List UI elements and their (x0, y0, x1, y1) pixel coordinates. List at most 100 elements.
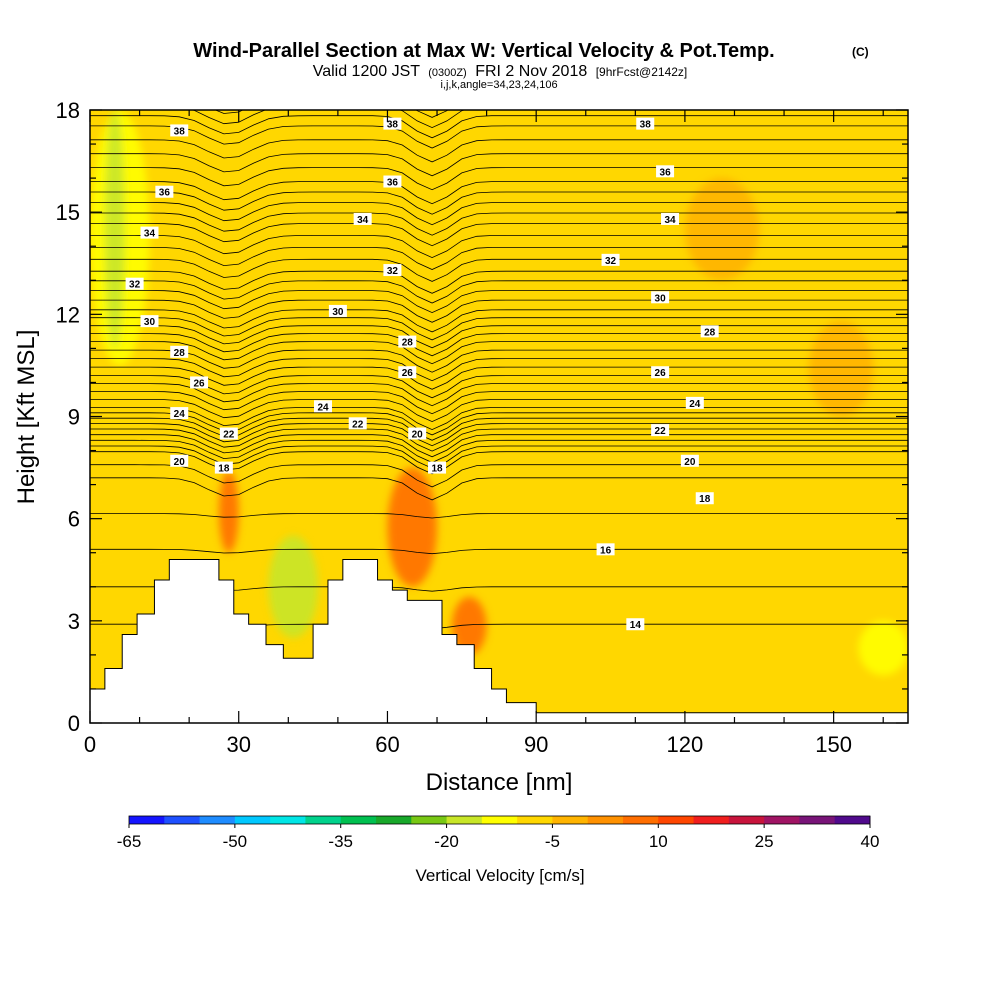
y-tick-label-5: 15 (56, 200, 80, 225)
velocity-region-2 (218, 470, 239, 553)
colorbar: -65 -50 -35 -20 -5 10 25 40 (117, 815, 879, 851)
x-tick-label-1: 30 (226, 732, 250, 757)
contour-line-14 (90, 407, 908, 431)
contour-label-33: 16 (596, 543, 615, 556)
contour-line-2 (90, 548, 908, 555)
contour-line-23 (90, 333, 908, 357)
contour-line-9 (90, 434, 908, 458)
contour-label-text-17: 28 (704, 327, 716, 338)
contour-line-37 (90, 191, 908, 215)
colorbar-tick-label-5: 10 (649, 832, 668, 851)
contour-label-text-26: 22 (655, 426, 667, 437)
contour-label-text-23: 24 (689, 399, 701, 410)
contour-label-text-5: 36 (660, 167, 672, 178)
chart-subtitle: Valid 1200 JST (0300Z) FRI 2 Nov 2018 [9… (313, 63, 688, 80)
contour-label-31: 18 (428, 461, 447, 475)
contour-label-text-12: 30 (144, 317, 156, 328)
contour-line-24 (90, 325, 908, 349)
contour-line-33 (90, 235, 908, 259)
contour-label-text-7: 34 (357, 215, 369, 226)
subtitle-utc: (0300Z) (428, 67, 467, 79)
contour-label-1: 38 (383, 117, 402, 131)
contour-label-text-27: 20 (174, 457, 186, 468)
contour-label-text-32: 18 (699, 494, 711, 505)
contour-label-28: 20 (408, 427, 427, 441)
contour-label-24: 22 (219, 427, 238, 441)
colorbar-swatch-12 (552, 816, 589, 824)
contour-label-text-9: 32 (129, 280, 141, 291)
contour-label-27: 20 (170, 454, 189, 468)
contour-line-29 (90, 280, 908, 304)
x-tick-label-4: 120 (667, 732, 704, 757)
velocity-region-6 (684, 178, 760, 281)
contour-line-19 (90, 366, 908, 390)
y-tick-label-6: 18 (56, 98, 80, 123)
colorbar-swatch-17 (728, 816, 765, 824)
colorbar-swatch-18 (764, 816, 800, 824)
contour-line-39 (90, 167, 908, 191)
contour-label-4: 36 (383, 175, 402, 189)
contour-label-text-3: 36 (159, 188, 171, 199)
colorbar-tick-label-1: -50 (223, 832, 248, 851)
contour-label-text-28: 20 (412, 430, 424, 441)
colorbar-tick-label-0: -65 (117, 832, 142, 851)
x-axis: 0 30 60 90 120 150 (84, 110, 884, 757)
contour-label-7: 34 (353, 212, 372, 226)
chart-title-mark: (C) (852, 45, 869, 59)
x-tick-label-2: 60 (375, 732, 399, 757)
contour-label-3: 36 (155, 185, 174, 199)
contour-label-9: 32 (125, 277, 144, 291)
contour-line-30 (90, 270, 908, 294)
contour-line-36 (90, 202, 908, 226)
contour-label-text-11: 32 (605, 256, 617, 267)
contour-line-38 (90, 181, 908, 205)
velocity-region-4 (387, 467, 438, 587)
contour-label-text-31: 18 (431, 464, 443, 475)
potential-temperature-contours (90, 110, 908, 630)
x-tick-label-5: 150 (815, 732, 852, 757)
velocity-region-5 (451, 596, 487, 655)
colorbar-swatch-14 (623, 816, 659, 824)
contour-line-41 (90, 139, 908, 163)
contour-line-45 (214, 110, 449, 118)
contour-line-43 (90, 115, 908, 139)
colorbar-tick-label-3: -20 (434, 832, 459, 851)
contour-label-text-22: 24 (317, 402, 329, 413)
x-axis-label: Distance [nm] (426, 769, 573, 796)
contour-line-44 (191, 110, 466, 129)
contour-line-17 (90, 383, 908, 407)
contour-label-19: 26 (398, 366, 417, 379)
colorbar-swatch-8 (411, 816, 448, 824)
contour-label-text-0: 38 (174, 126, 186, 137)
contour-line-21 (90, 349, 908, 373)
colorbar-swatch-13 (587, 816, 624, 824)
chart-title: Wind-Parallel Section at Max W: Vertical… (193, 40, 774, 62)
contour-line-16 (90, 391, 908, 415)
contour-label-text-33: 16 (600, 545, 612, 556)
colorbar-swatch-4 (270, 816, 306, 824)
contour-label-text-19: 26 (402, 368, 414, 379)
contour-label-34: 14 (626, 618, 645, 631)
contour-label-30: 18 (214, 461, 233, 475)
contour-label-18: 26 (190, 376, 209, 389)
contour-line-15 (90, 399, 908, 423)
contour-label-text-29: 20 (684, 457, 696, 468)
contour-label-text-6: 34 (144, 229, 156, 240)
contour-line-11 (90, 423, 908, 447)
contour-line-31 (90, 258, 908, 282)
contour-label-13: 30 (328, 304, 347, 318)
subtitle-date: FRI 2 Nov 2018 (475, 63, 587, 80)
colorbar-swatch-7 (376, 816, 412, 824)
subtitle-indices: i,j,k,angle=34,23,24,106 (440, 79, 557, 91)
contour-label-text-16: 28 (402, 338, 414, 349)
colorbar-swatch-9 (446, 816, 483, 824)
contour-label-text-30: 18 (218, 464, 230, 475)
y-tick-label-1: 3 (68, 609, 80, 634)
y-axis-label: Height [Kft MSL] (13, 330, 40, 505)
velocity-regions (90, 110, 908, 676)
colorbar-swatch-16 (693, 816, 730, 824)
colorbar-swatch-19 (799, 816, 836, 824)
